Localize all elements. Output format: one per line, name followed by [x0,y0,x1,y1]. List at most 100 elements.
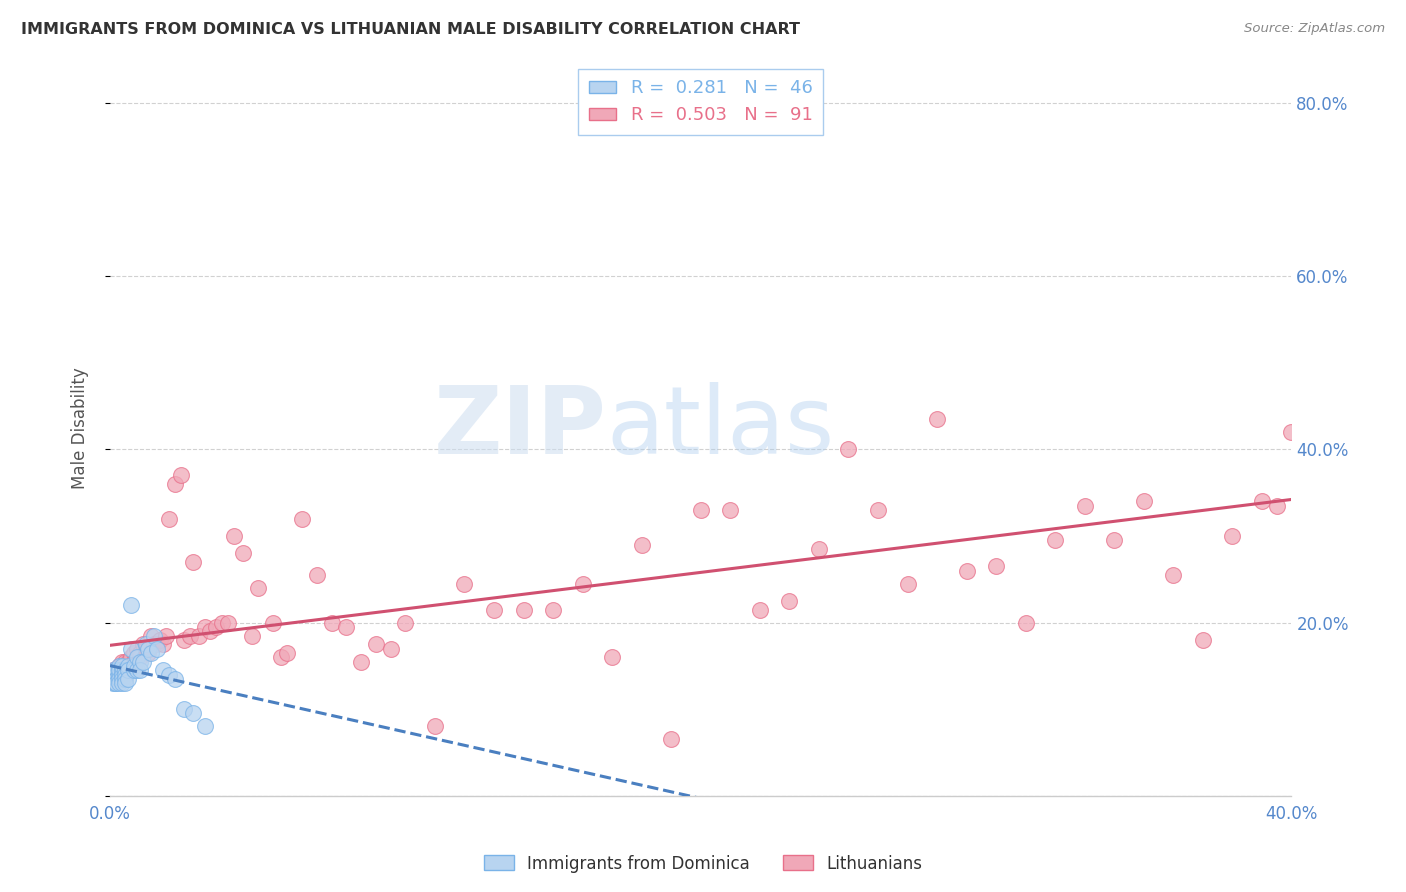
Point [179,628,201,642]
Point [194,620,217,634]
Point [807,541,830,556]
Point [217,615,239,630]
Point [1192,632,1215,647]
Point [270,650,292,665]
Point [103,676,125,690]
Point [146,641,169,656]
Point [104,667,127,681]
Point [1043,533,1066,548]
Text: atlas: atlas [606,382,835,474]
Point [748,602,770,616]
Point [165,477,187,491]
Point [276,646,298,660]
Point [984,559,1007,574]
Point [111,655,134,669]
Point [291,511,314,525]
Point [111,667,134,681]
Point [1324,230,1347,244]
Point [262,615,284,630]
Point [114,672,136,686]
Point [114,655,136,669]
Point [1222,529,1244,543]
Legend: Immigrants from Dominica, Lithuanians: Immigrants from Dominica, Lithuanians [477,848,929,880]
Point [125,641,148,656]
Point [128,663,150,677]
Point [321,615,343,630]
Point [101,676,124,690]
Point [111,672,134,686]
Point [423,719,446,733]
Point [134,637,156,651]
Point [100,667,122,681]
Point [155,628,177,642]
Point [224,529,246,543]
Point [108,663,131,677]
Point [108,667,131,681]
Point [541,602,564,616]
Point [104,672,127,686]
Point [600,650,623,665]
Y-axis label: Male Disability: Male Disability [72,367,89,489]
Point [108,658,131,673]
Point [122,655,145,669]
Point [114,667,136,681]
Point [125,650,148,665]
Point [1295,533,1317,548]
Point [120,658,142,673]
Point [143,628,166,642]
Point [122,658,145,673]
Point [482,602,505,616]
Point [101,663,124,677]
Point [246,581,269,595]
Point [131,637,153,651]
Point [117,655,139,669]
Point [108,676,131,690]
Point [152,663,174,677]
Point [200,624,222,639]
Point [181,706,204,721]
Point [778,594,800,608]
Point [837,442,859,457]
Point [1163,568,1185,582]
Point [157,511,180,525]
Point [1281,425,1303,439]
Point [100,667,122,681]
Point [1265,499,1288,513]
Point [111,663,134,677]
Point [571,576,593,591]
Point [394,615,416,630]
Point [152,637,174,651]
Point [108,672,131,686]
Point [111,658,134,673]
Point [141,628,163,642]
Point [101,667,124,681]
Point [104,667,127,681]
Point [718,503,741,517]
Legend: R =  0.281   N =  46, R =  0.503   N =  91: R = 0.281 N = 46, R = 0.503 N = 91 [578,69,824,136]
Point [173,702,195,716]
Point [170,468,193,483]
Point [380,641,402,656]
Point [350,655,373,669]
Point [364,637,387,651]
Text: ZIP: ZIP [433,382,606,474]
Point [925,412,948,426]
Point [104,663,127,677]
Point [108,667,131,681]
Point [138,646,160,660]
Point [305,568,328,582]
Point [1310,533,1333,548]
Point [232,546,254,560]
Point [111,676,134,690]
Point [108,672,131,686]
Point [117,663,139,677]
Point [165,672,187,686]
Point [1073,499,1095,513]
Text: Source: ZipAtlas.com: Source: ZipAtlas.com [1244,22,1385,36]
Point [896,576,918,591]
Point [335,620,357,634]
Point [173,632,195,647]
Point [205,620,228,634]
Point [117,658,139,673]
Point [866,503,889,517]
